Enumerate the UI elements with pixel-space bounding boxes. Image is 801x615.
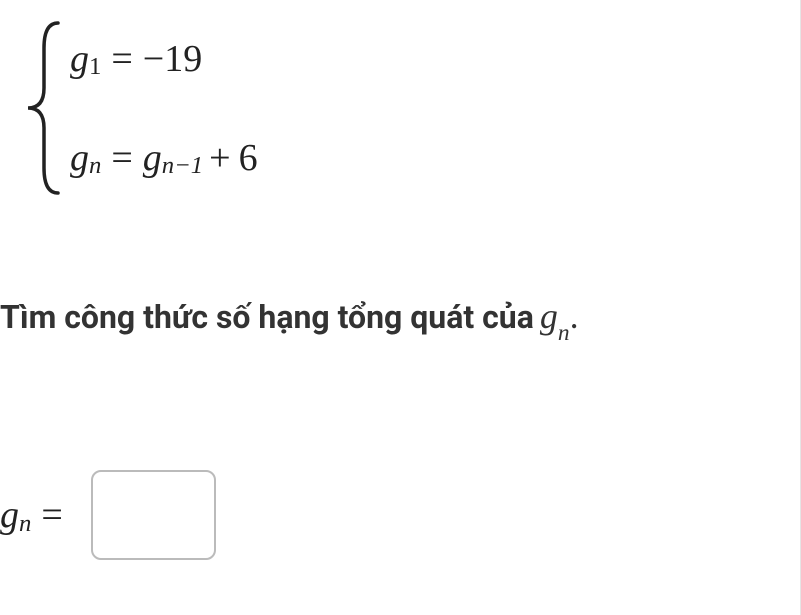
- question-text: Tìm công thức số hạng tổng quát của gn.: [0, 295, 579, 343]
- eq1-sub: 1: [89, 53, 101, 81]
- eq2-plus: +: [209, 136, 230, 180]
- eq2-const: 6: [239, 136, 258, 180]
- question-prompt: Tìm công thức số hạng tổng quát của: [0, 298, 534, 336]
- eq2-sub-right: n−1: [162, 152, 203, 180]
- eq1-rhs: −19: [143, 37, 202, 81]
- eq2-sub-left: n: [89, 152, 101, 180]
- question-var-sub: n: [558, 320, 570, 346]
- answer-equals: =: [41, 493, 62, 537]
- eq2-equals: =: [111, 136, 132, 180]
- eq2-var-right: g: [143, 136, 162, 180]
- brace-icon: [20, 18, 70, 198]
- equation-line-1: g1 = −19: [70, 37, 258, 81]
- question-var: gn.: [540, 295, 579, 343]
- equations-group: g1 = −19 gn = gn−1 + 6: [70, 29, 258, 188]
- eq1-var: g: [70, 37, 89, 81]
- question-var-g: g: [540, 296, 558, 336]
- left-brace: [20, 18, 70, 198]
- equation-line-2: gn = gn−1 + 6: [70, 136, 258, 180]
- eq1-equals: =: [111, 37, 132, 81]
- answer-label: gn =: [0, 493, 73, 537]
- answer-row: gn =: [0, 470, 216, 560]
- equation-system: g1 = −19 gn = gn−1 + 6: [20, 18, 258, 198]
- answer-sub: n: [19, 510, 31, 538]
- eq2-var-left: g: [70, 136, 89, 180]
- answer-var: g: [0, 493, 19, 537]
- question-period: .: [570, 296, 579, 336]
- answer-input[interactable]: [91, 470, 216, 560]
